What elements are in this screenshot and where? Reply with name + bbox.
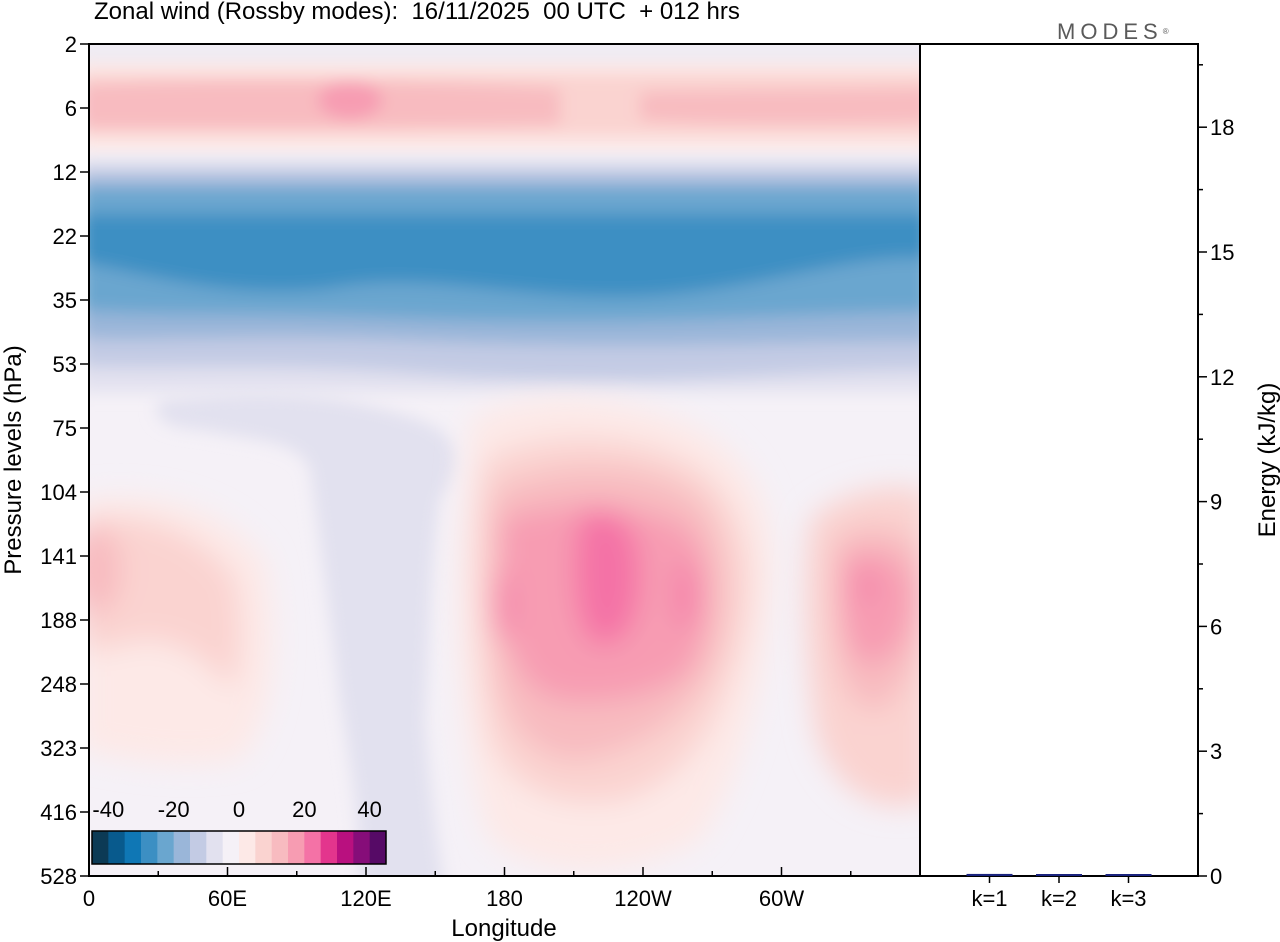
y-tick-label: 141 bbox=[40, 544, 77, 569]
y-tick-label: 416 bbox=[40, 800, 77, 825]
colorbar-swatch bbox=[320, 831, 338, 864]
y-tick-label: 248 bbox=[40, 672, 77, 697]
energy-bar bbox=[1105, 874, 1152, 876]
x-axis-label: Longitude bbox=[451, 915, 556, 942]
westerly-weak-west bbox=[89, 496, 273, 765]
y-tick-label: 104 bbox=[40, 480, 77, 505]
y-tick-label: 22 bbox=[53, 224, 77, 249]
colorbar-swatch bbox=[288, 831, 305, 864]
y-tick-label: 188 bbox=[40, 608, 77, 633]
easterly-tongue bbox=[156, 393, 457, 876]
x-tick-label: 60E bbox=[208, 886, 247, 911]
colorbar-label: 20 bbox=[292, 797, 316, 822]
colorbar-swatch bbox=[206, 831, 224, 864]
energy-bars: k=1 k=2 k=3 bbox=[966, 873, 1152, 911]
y-tick-label: 2 bbox=[65, 32, 77, 57]
x-tick-label: 120W bbox=[614, 886, 672, 911]
colorbar-swatch bbox=[353, 831, 371, 864]
bar-category-label: k=2 bbox=[1041, 886, 1077, 911]
logo-registered-mark: ® bbox=[1162, 27, 1169, 36]
energy-tick-label: 18 bbox=[1210, 115, 1234, 140]
x-tick-label: 120E bbox=[340, 886, 391, 911]
colorbar-swatch bbox=[141, 831, 158, 864]
colorbar-swatch bbox=[337, 831, 354, 864]
colorbar-swatch bbox=[92, 831, 109, 864]
colorbar-swatch bbox=[124, 831, 142, 864]
colorbar-swatch bbox=[157, 831, 175, 864]
easterly-jet-band bbox=[89, 160, 920, 392]
y-tick-label: 323 bbox=[40, 736, 77, 761]
energy-panel-frame bbox=[920, 43, 1199, 877]
bar-category-label: k=3 bbox=[1110, 886, 1146, 911]
pressure-axis: 2 6 12 22 35 53 75 104 141 188 248 323 416 528 bbox=[40, 32, 89, 889]
westerly-max-30w bbox=[804, 486, 920, 807]
colorbar: -40 -20 0 20 40 bbox=[91, 797, 387, 865]
energy-tick-label: 0 bbox=[1210, 864, 1222, 889]
x-tick-label: 60W bbox=[759, 886, 804, 911]
modes-logo: MODES® bbox=[1057, 19, 1169, 45]
energy-tick-label: 3 bbox=[1210, 739, 1222, 764]
energy-tick-label: 15 bbox=[1210, 240, 1234, 265]
colorbar-swatch bbox=[173, 831, 191, 864]
colorbar-label: -40 bbox=[92, 797, 124, 822]
energy-panel: 0 3 6 9 12 15 18 k=1 k=2 k=3 Energy (kJ/kg) bbox=[920, 43, 1280, 911]
energy-axis: 0 3 6 9 12 15 18 bbox=[1198, 64, 1234, 889]
colorbar-label: -20 bbox=[158, 797, 190, 822]
energy-axis-label: Energy (kJ/kg) bbox=[1254, 383, 1280, 538]
y-tick-label: 53 bbox=[53, 352, 77, 377]
y-tick-label: 528 bbox=[40, 864, 77, 889]
colorbar-swatch bbox=[304, 831, 322, 864]
energy-bar bbox=[966, 873, 1013, 876]
y-tick-label: 75 bbox=[53, 416, 77, 441]
colorbar-label: 0 bbox=[233, 797, 245, 822]
y-tick-label: 12 bbox=[53, 160, 77, 185]
colorbar-swatch bbox=[369, 831, 387, 864]
colorbar-swatch bbox=[255, 831, 273, 864]
westerly-max-dateline bbox=[459, 398, 774, 870]
colorbar-swatch bbox=[190, 831, 207, 864]
energy-bar bbox=[1036, 874, 1082, 876]
logo-text: MODES bbox=[1057, 19, 1163, 44]
colorbar-frame bbox=[91, 830, 387, 865]
longitude-axis: 0 60E 120E 180 120W 60W bbox=[83, 867, 921, 911]
x-tick-label: 180 bbox=[486, 886, 523, 911]
colorbar-swatch bbox=[222, 831, 240, 864]
upper-westerly-band bbox=[89, 44, 920, 152]
y-tick-label: 6 bbox=[65, 96, 77, 121]
colorbar-label: 40 bbox=[357, 797, 381, 822]
colorbar-swatch bbox=[271, 831, 289, 864]
bar-category-label: k=1 bbox=[971, 886, 1007, 911]
chart-title: Zonal wind (Rossby modes): 16/11/2025 00… bbox=[94, 0, 740, 25]
colorbar-swatch bbox=[239, 831, 256, 864]
energy-tick-label: 9 bbox=[1210, 490, 1222, 515]
y-axis-label: Pressure levels (hPa) bbox=[0, 345, 27, 574]
contour-field bbox=[89, 44, 920, 876]
y-tick-label: 35 bbox=[53, 288, 77, 313]
colorbar-swatch bbox=[108, 831, 126, 864]
energy-tick-label: 6 bbox=[1210, 614, 1222, 639]
x-tick-label: 0 bbox=[83, 886, 95, 911]
energy-tick-label: 12 bbox=[1210, 365, 1234, 390]
